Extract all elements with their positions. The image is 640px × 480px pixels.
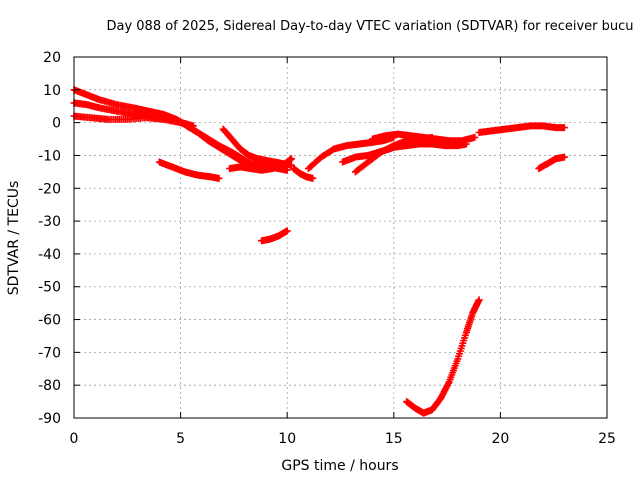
x-tick-label: 5 — [176, 431, 185, 447]
series-markers — [305, 133, 398, 173]
y-tick-label: -40 — [38, 247, 61, 263]
series-9 — [290, 165, 317, 182]
data-series-layer — [70, 86, 568, 417]
axis-ticks — [73, 56, 608, 419]
series-markers — [475, 122, 568, 136]
series-8 — [258, 227, 291, 245]
x-axis-label: GPS time / hours — [281, 458, 398, 474]
y-tick-label: -30 — [38, 214, 61, 230]
series-6 — [226, 155, 295, 174]
series-17 — [535, 153, 568, 173]
series-markers — [403, 296, 483, 417]
y-tick-label: -20 — [38, 181, 61, 197]
series-markers — [535, 153, 568, 173]
x-tick-label: 15 — [385, 431, 403, 447]
x-tick-label: 10 — [278, 431, 296, 447]
series-markers — [290, 165, 317, 182]
x-tick-label: 25 — [598, 431, 616, 447]
y-tick-label: 0 — [52, 116, 61, 132]
y-tick-label: -70 — [38, 345, 61, 361]
y-axis-label: SDTVAR / TECUs — [6, 181, 22, 296]
y-tick-label: 20 — [43, 50, 61, 66]
series-13 — [369, 130, 479, 145]
axis-tick-labels: 0 5 10 15 20 25 20 10 0 -10 -20 -30 -40 -50 -60 -70 -80 -… — [38, 50, 616, 447]
series-markers — [258, 227, 291, 245]
series-16 — [475, 122, 568, 136]
y-tick-label: -10 — [38, 148, 61, 164]
y-tick-label: -80 — [38, 378, 61, 394]
y-tick-label: -50 — [38, 280, 61, 296]
y-tick-label: -90 — [38, 411, 61, 427]
series-markers — [369, 130, 479, 145]
grid — [74, 57, 607, 418]
chart-title: Day 088 of 2025, Sidereal Day-to-day VTE… — [106, 19, 634, 34]
y-tick-label: 10 — [43, 83, 61, 99]
series-markers — [226, 155, 295, 174]
x-tick-label: 0 — [70, 431, 79, 447]
series-10 — [305, 133, 398, 173]
series-15 — [403, 296, 483, 417]
x-tick-label: 20 — [491, 431, 509, 447]
plot-frame — [73, 56, 608, 419]
series-markers — [155, 158, 223, 182]
series-7 — [155, 158, 223, 182]
series-14 — [390, 140, 470, 151]
series-markers — [390, 140, 470, 151]
y-tick-label: -60 — [38, 313, 61, 329]
